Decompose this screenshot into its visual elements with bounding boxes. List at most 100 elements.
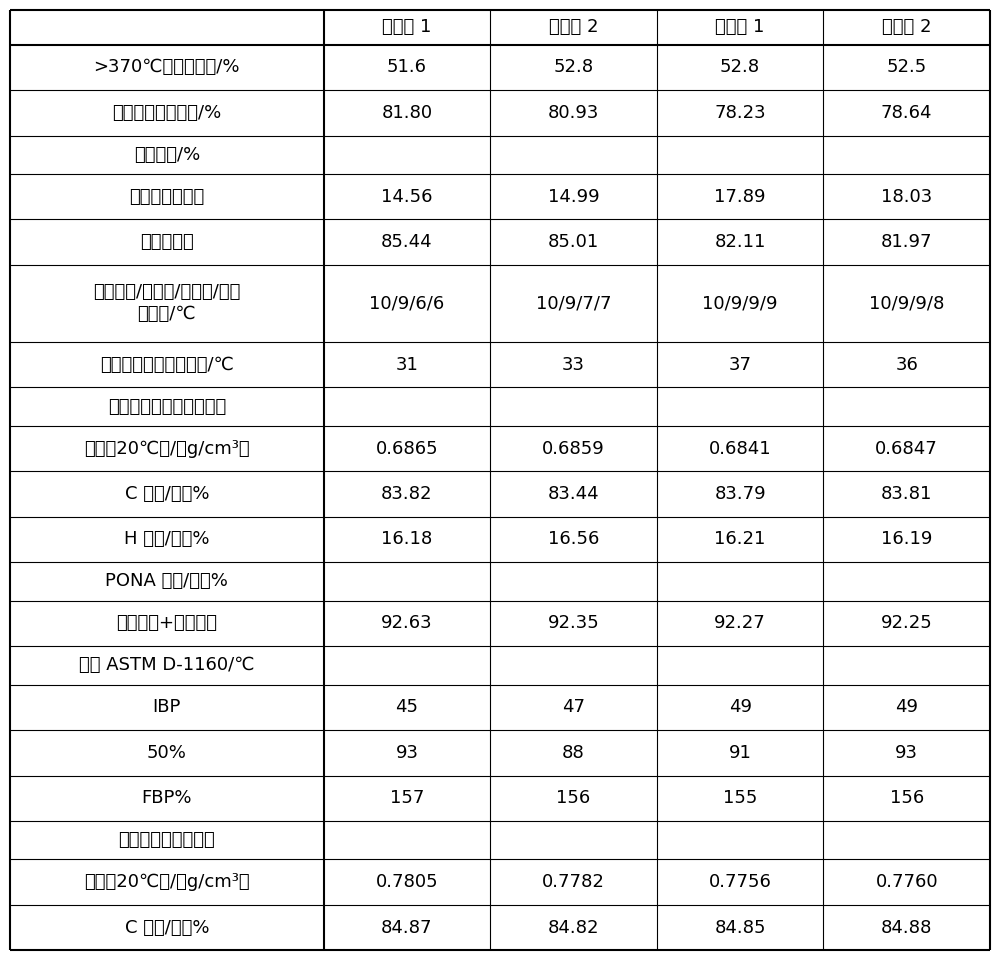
Bar [490, 684, 657, 730]
Text: 10/9/6/6: 10/9/6/6 [369, 295, 445, 312]
Bar [657, 135, 823, 174]
Bar [823, 342, 990, 387]
Text: 中间馏分油产品性质: 中间馏分油产品性质 [118, 831, 215, 850]
Text: 10/9/7/7: 10/9/7/7 [536, 295, 611, 312]
Text: 78.64: 78.64 [881, 104, 932, 122]
Bar [657, 730, 823, 776]
Bar [10, 516, 324, 563]
Text: 密度（20℃）/（g/cm³）: 密度（20℃）/（g/cm³） [84, 440, 250, 458]
Text: 37: 37 [729, 355, 752, 373]
Bar [823, 387, 990, 426]
Bar [823, 265, 990, 342]
Bar [10, 471, 324, 516]
Bar [10, 135, 324, 174]
Bar [490, 387, 657, 426]
Bar [324, 220, 490, 265]
Bar [10, 44, 324, 90]
Bar [490, 730, 657, 776]
Bar [10, 426, 324, 471]
Text: 52.8: 52.8 [553, 59, 594, 76]
Bar [324, 174, 490, 220]
Bar [324, 776, 490, 821]
Bar [657, 342, 823, 387]
Bar [490, 859, 657, 905]
Text: 83.79: 83.79 [714, 485, 766, 503]
Bar [10, 859, 324, 905]
Bar [823, 220, 990, 265]
Bar [490, 563, 657, 601]
Bar [324, 265, 490, 342]
Text: 92.27: 92.27 [714, 614, 766, 633]
Text: 82.11: 82.11 [714, 233, 766, 252]
Bar [657, 563, 823, 601]
Text: 10/9/9/8: 10/9/9/8 [869, 295, 944, 312]
Text: 83.44: 83.44 [548, 485, 599, 503]
Bar [490, 174, 657, 220]
Text: 0.6865: 0.6865 [376, 440, 438, 458]
Text: >370℃馏分转化率/%: >370℃馏分转化率/% [94, 59, 240, 76]
Text: IBP: IBP [153, 698, 181, 716]
Text: 正构烷烷+异构烷烷: 正构烷烷+异构烷烷 [116, 614, 217, 633]
Text: C 含量/重量%: C 含量/重量% [125, 919, 209, 937]
Bar [10, 563, 324, 601]
Bar [490, 776, 657, 821]
Text: 实施例 1: 实施例 1 [382, 18, 432, 36]
Bar [823, 646, 990, 684]
Bar [823, 821, 990, 859]
Text: FBP%: FBP% [142, 789, 192, 807]
Bar [10, 174, 324, 220]
Text: 中间馏分油: 中间馏分油 [140, 233, 194, 252]
Text: 52.5: 52.5 [887, 59, 927, 76]
Bar [657, 684, 823, 730]
Text: 裂化反应器床层总温升/℃: 裂化反应器床层总温升/℃ [100, 355, 234, 373]
Bar [490, 10, 657, 44]
Bar [657, 471, 823, 516]
Text: 0.7805: 0.7805 [376, 874, 438, 891]
Bar [657, 44, 823, 90]
Bar [823, 563, 990, 601]
Bar [10, 90, 324, 135]
Text: 88: 88 [562, 744, 585, 762]
Bar [657, 387, 823, 426]
Bar [823, 44, 990, 90]
Bar [324, 342, 490, 387]
Text: 16.56: 16.56 [548, 531, 599, 548]
Bar [823, 516, 990, 563]
Bar [324, 601, 490, 646]
Text: 92.25: 92.25 [881, 614, 933, 633]
Text: C 含量/重量%: C 含量/重量% [125, 485, 209, 503]
Text: 47: 47 [562, 698, 585, 716]
Text: 36: 36 [895, 355, 918, 373]
Text: 对比例 2: 对比例 2 [882, 18, 931, 36]
Text: 密度（20℃）/（g/cm³）: 密度（20℃）/（g/cm³） [84, 874, 250, 891]
Bar [490, 905, 657, 950]
Text: 对比例 1: 对比例 1 [715, 18, 765, 36]
Text: 实施例 2: 实施例 2 [549, 18, 598, 36]
Bar [490, 601, 657, 646]
Text: 45: 45 [395, 698, 418, 716]
Text: 16.18: 16.18 [381, 531, 433, 548]
Bar [823, 471, 990, 516]
Text: 第一床层/二床层/三床层/四床
层温升/℃: 第一床层/二床层/三床层/四床 层温升/℃ [93, 283, 240, 324]
Text: 馏程 ASTM D-1160/℃: 馏程 ASTM D-1160/℃ [79, 657, 255, 674]
Bar [657, 90, 823, 135]
Bar [490, 135, 657, 174]
Bar [324, 905, 490, 950]
Bar [490, 516, 657, 563]
Text: 0.7782: 0.7782 [542, 874, 605, 891]
Text: 93: 93 [895, 744, 918, 762]
Text: 18.03: 18.03 [881, 188, 932, 205]
Bar [10, 776, 324, 821]
Bar [823, 135, 990, 174]
Bar [657, 220, 823, 265]
Bar [657, 905, 823, 950]
Bar [10, 220, 324, 265]
Bar [324, 10, 490, 44]
Bar [490, 646, 657, 684]
Text: 52.8: 52.8 [720, 59, 760, 76]
Bar [10, 342, 324, 387]
Bar [823, 426, 990, 471]
Bar [10, 905, 324, 950]
Bar [657, 174, 823, 220]
Text: 81.97: 81.97 [881, 233, 932, 252]
